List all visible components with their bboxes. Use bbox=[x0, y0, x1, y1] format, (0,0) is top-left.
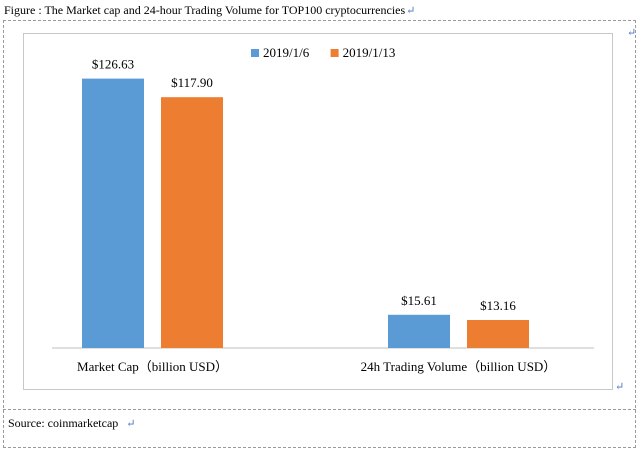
bar-2-1 bbox=[388, 314, 450, 348]
figure-caption: Figure : The Market cap and 24-hour Trad… bbox=[4, 2, 415, 19]
table-row-divider bbox=[3, 409, 636, 410]
return-mark-icon: ↵ bbox=[126, 418, 136, 430]
legend-label-2: 2019/1/13 bbox=[343, 45, 396, 60]
return-mark-icon: ↵ bbox=[615, 381, 625, 393]
return-mark-icon: ↵ bbox=[406, 5, 416, 17]
category-label-2: 24h Trading Volume（billion USD） bbox=[361, 359, 557, 374]
bar-chart: 2019/1/6 2019/1/13 $126.63 $117.90 Market Ca… bbox=[52, 45, 594, 374]
legend-swatch-1 bbox=[251, 49, 259, 57]
caption-text: Figure : The Market cap and 24-hour Trad… bbox=[4, 3, 406, 17]
data-label-1-1: $126.63 bbox=[92, 57, 134, 72]
bar-1-2 bbox=[161, 97, 223, 348]
data-label-1-2: $117.90 bbox=[171, 75, 213, 90]
legend-swatch-2 bbox=[330, 49, 339, 57]
bar-2-2 bbox=[467, 320, 529, 348]
data-label-2-2: $13.16 bbox=[480, 298, 516, 313]
bar-1-1 bbox=[82, 78, 144, 348]
figure-table bbox=[3, 20, 636, 448]
legend-label-1: 2019/1/6 bbox=[263, 45, 310, 60]
category-label-1: Market Cap（billion USD） bbox=[77, 359, 228, 374]
return-mark-icon: ↵ bbox=[627, 27, 637, 39]
source-note: Source: coinmarketcap ↵ bbox=[8, 416, 136, 431]
source-text: Source: coinmarketcap bbox=[8, 416, 119, 430]
data-label-2-1: $15.61 bbox=[401, 293, 437, 308]
chart-area: 2019/1/6 2019/1/13 $126.63 $117.90 Market Ca… bbox=[23, 33, 613, 390]
